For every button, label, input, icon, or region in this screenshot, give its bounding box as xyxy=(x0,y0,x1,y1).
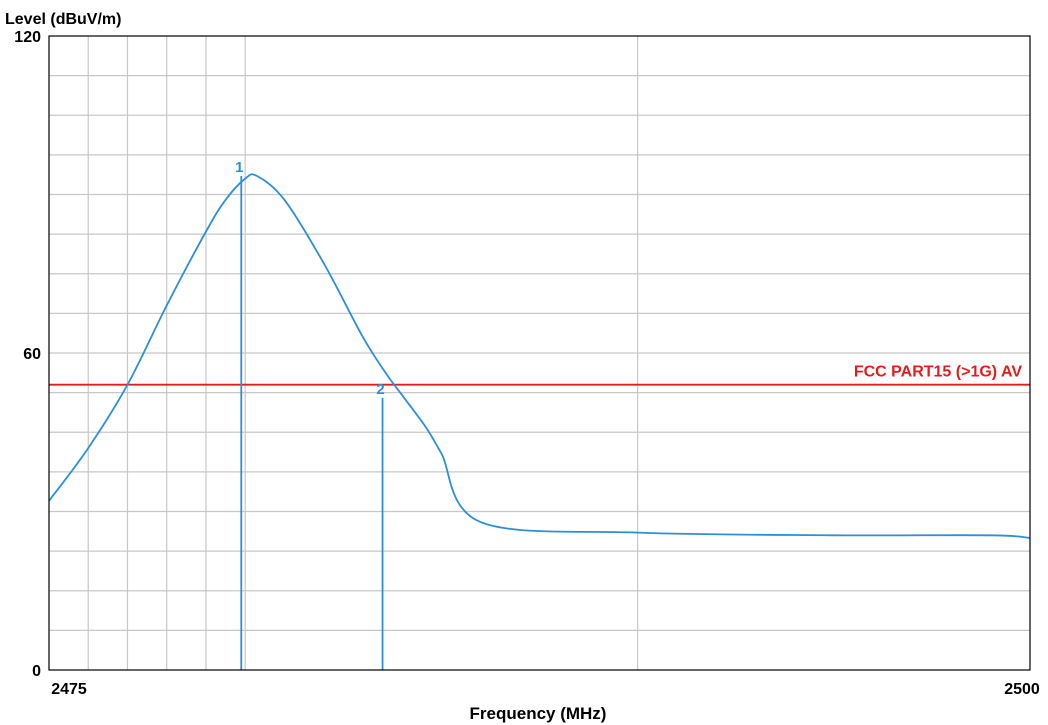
marker-1-label: 1 xyxy=(235,159,243,176)
limit-layer: FCC PART15 (>1G) AV xyxy=(49,364,1030,386)
tick-layer: 2475 2500 0 60 120 xyxy=(14,29,1040,698)
trace-layer xyxy=(48,173,1031,539)
x-tick-label: 2475 xyxy=(51,681,87,698)
x-axis-label: Frequency (MHz) xyxy=(470,704,607,723)
grid xyxy=(49,36,1030,670)
y-tick-label: 0 xyxy=(32,663,41,680)
y-tick-label: 60 xyxy=(23,346,41,363)
y-axis-label: Level (dBuV/m) xyxy=(5,11,121,28)
plot-frame xyxy=(48,35,1031,671)
limit-line-label: FCC PART15 (>1G) AV xyxy=(854,364,1023,381)
marker-2-label: 2 xyxy=(376,381,384,398)
x-tick-label: 2500 xyxy=(1004,681,1040,698)
y-tick-label: 120 xyxy=(14,29,41,46)
measurement-trace xyxy=(48,173,1031,539)
marker-layer: 12 xyxy=(235,159,385,670)
